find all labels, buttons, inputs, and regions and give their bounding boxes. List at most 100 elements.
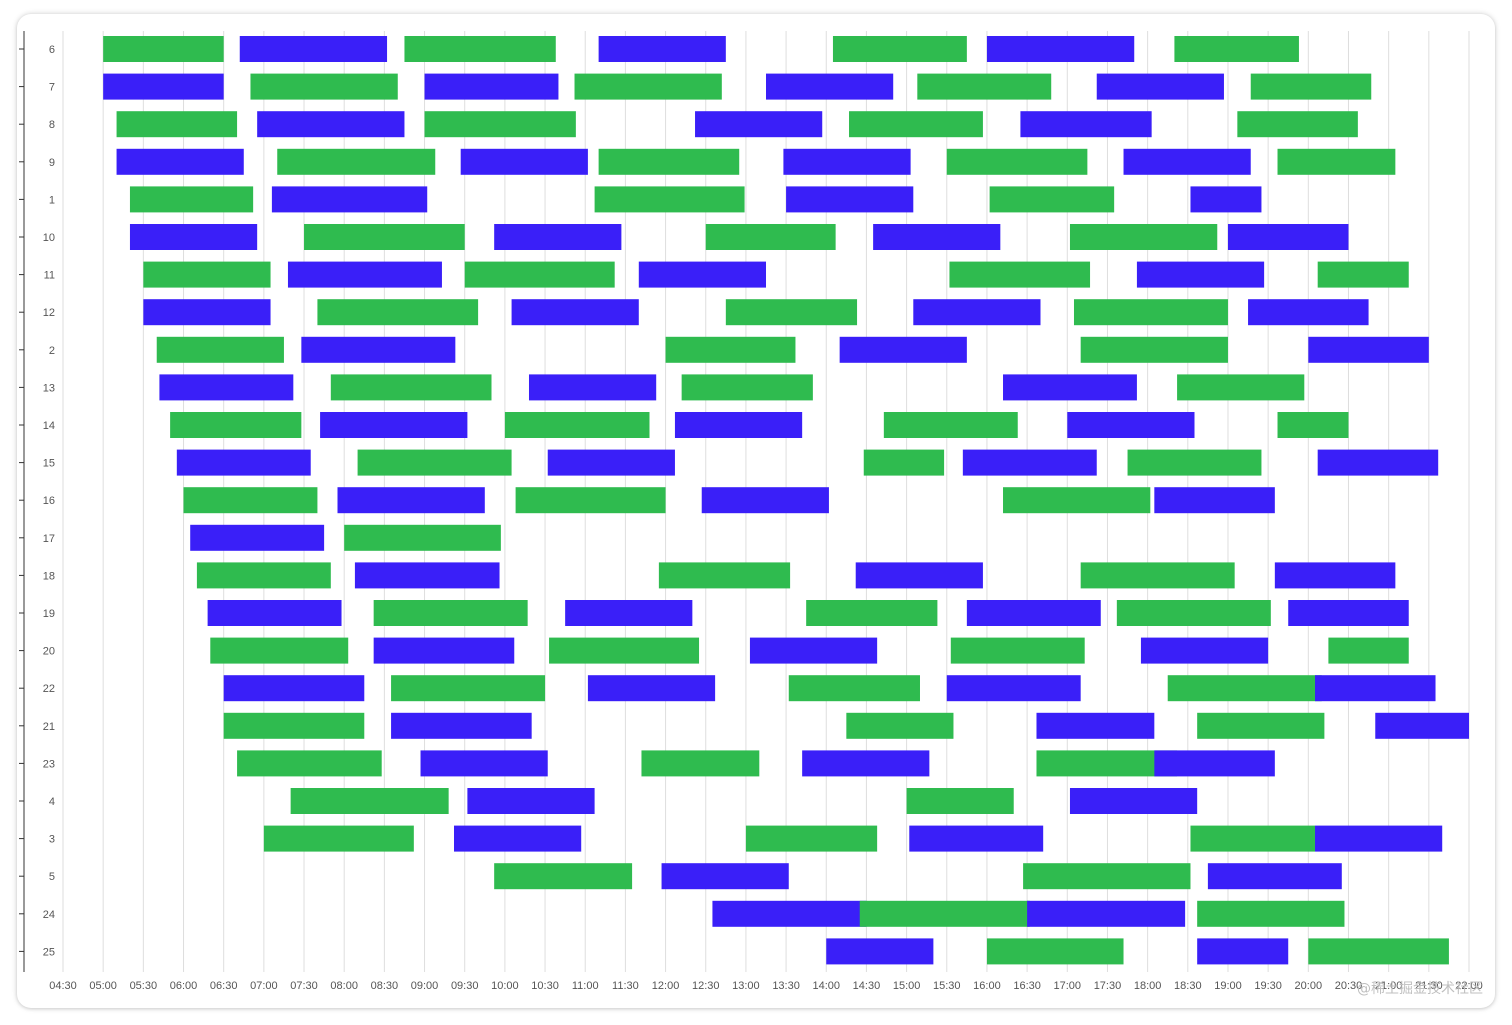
bar-blue[interactable]: [103, 73, 224, 100]
bar-blue[interactable]: [1207, 863, 1342, 890]
bar-blue[interactable]: [287, 261, 442, 288]
bar-blue[interactable]: [587, 675, 716, 702]
bar-blue[interactable]: [1136, 261, 1265, 288]
bar-blue[interactable]: [129, 224, 258, 250]
bar-blue[interactable]: [454, 825, 582, 852]
bar-green[interactable]: [1127, 449, 1262, 476]
bar-green[interactable]: [515, 487, 666, 514]
bar-green[interactable]: [1116, 600, 1271, 626]
bar-green[interactable]: [725, 299, 858, 326]
bar-green[interactable]: [1328, 637, 1409, 664]
bar-blue[interactable]: [1003, 374, 1137, 401]
bar-green[interactable]: [344, 524, 501, 551]
bar-blue[interactable]: [391, 712, 532, 739]
bar-green[interactable]: [1277, 412, 1349, 438]
bar-blue[interactable]: [1315, 675, 1436, 702]
bar-blue[interactable]: [337, 487, 485, 514]
bar-green[interactable]: [883, 412, 1018, 438]
bar-blue[interactable]: [207, 600, 342, 626]
bar-blue[interactable]: [190, 524, 325, 551]
bar-green[interactable]: [404, 36, 556, 62]
bar-green[interactable]: [594, 186, 745, 213]
bar-green[interactable]: [1177, 374, 1305, 401]
bar-blue[interactable]: [271, 186, 428, 213]
bar-blue[interactable]: [1096, 73, 1224, 100]
bar-green[interactable]: [1167, 675, 1322, 702]
bar-green[interactable]: [103, 36, 224, 62]
bar-blue[interactable]: [1274, 562, 1396, 589]
bar-blue[interactable]: [116, 148, 244, 175]
bar-green[interactable]: [330, 374, 492, 401]
bar-green[interactable]: [641, 750, 760, 777]
bar-green[interactable]: [277, 148, 436, 175]
bar-blue[interactable]: [1036, 712, 1155, 739]
bar-blue[interactable]: [598, 36, 726, 62]
bar-blue[interactable]: [1154, 487, 1275, 514]
bar-blue[interactable]: [1308, 336, 1429, 363]
bar-green[interactable]: [917, 73, 1052, 100]
bar-green[interactable]: [1174, 36, 1299, 62]
bar-green[interactable]: [681, 374, 813, 401]
bar-blue[interactable]: [1069, 788, 1198, 814]
bar-blue[interactable]: [786, 186, 914, 213]
bar-green[interactable]: [464, 261, 615, 288]
bar-green[interactable]: [1277, 148, 1396, 175]
bar-green[interactable]: [196, 562, 331, 589]
bar-green[interactable]: [806, 600, 938, 626]
bar-green[interactable]: [237, 750, 382, 777]
bar-green[interactable]: [986, 938, 1124, 965]
bar-blue[interactable]: [565, 600, 693, 626]
bar-blue[interactable]: [547, 449, 675, 476]
bar-blue[interactable]: [1197, 938, 1289, 965]
bar-green[interactable]: [906, 788, 1014, 814]
bar-green[interactable]: [788, 675, 920, 702]
bar-green[interactable]: [1036, 750, 1178, 777]
bar-blue[interactable]: [301, 336, 456, 363]
bar-green[interactable]: [849, 111, 983, 138]
bar-green[interactable]: [598, 148, 740, 175]
bar-blue[interactable]: [638, 261, 766, 288]
bar-blue[interactable]: [176, 449, 311, 476]
bar-blue[interactable]: [855, 562, 983, 589]
bar-blue[interactable]: [424, 73, 559, 100]
bar-green[interactable]: [950, 637, 1085, 664]
bar-blue[interactable]: [460, 148, 588, 175]
bar-green[interactable]: [1197, 712, 1325, 739]
bar-green[interactable]: [424, 111, 576, 138]
bar-blue[interactable]: [839, 336, 967, 363]
bar-blue[interactable]: [1190, 186, 1262, 213]
bar-blue[interactable]: [783, 148, 911, 175]
bar-green[interactable]: [1080, 336, 1228, 363]
bar-green[interactable]: [357, 449, 512, 476]
bar-blue[interactable]: [1020, 111, 1152, 138]
bar-blue[interactable]: [320, 412, 468, 438]
bar-blue[interactable]: [802, 750, 930, 777]
bar-green[interactable]: [373, 600, 528, 626]
bar-green[interactable]: [391, 675, 546, 702]
bar-blue[interactable]: [1123, 148, 1251, 175]
bar-blue[interactable]: [1317, 449, 1439, 476]
bar-blue[interactable]: [143, 299, 271, 326]
bar-green[interactable]: [304, 224, 465, 250]
bar-green[interactable]: [859, 900, 1030, 927]
bar-blue[interactable]: [1227, 224, 1349, 250]
bar-green[interactable]: [745, 825, 878, 852]
bar-blue[interactable]: [1288, 600, 1409, 626]
bar-green[interactable]: [170, 412, 302, 438]
bar-blue[interactable]: [873, 224, 1001, 250]
bar-green[interactable]: [143, 261, 271, 288]
bar-green[interactable]: [989, 186, 1115, 213]
bar-green[interactable]: [290, 788, 449, 814]
bar-blue[interactable]: [257, 111, 405, 138]
bar-green[interactable]: [317, 299, 479, 326]
bar-blue[interactable]: [966, 600, 1101, 626]
bar-blue[interactable]: [1375, 712, 1469, 739]
bar-green[interactable]: [1197, 900, 1345, 927]
bar-green[interactable]: [1237, 111, 1358, 138]
bar-green[interactable]: [223, 712, 365, 739]
bar-blue[interactable]: [712, 900, 867, 927]
bar-blue[interactable]: [826, 938, 934, 965]
bar-blue[interactable]: [701, 487, 829, 514]
bar-green[interactable]: [705, 224, 836, 250]
bar-blue[interactable]: [373, 637, 515, 664]
